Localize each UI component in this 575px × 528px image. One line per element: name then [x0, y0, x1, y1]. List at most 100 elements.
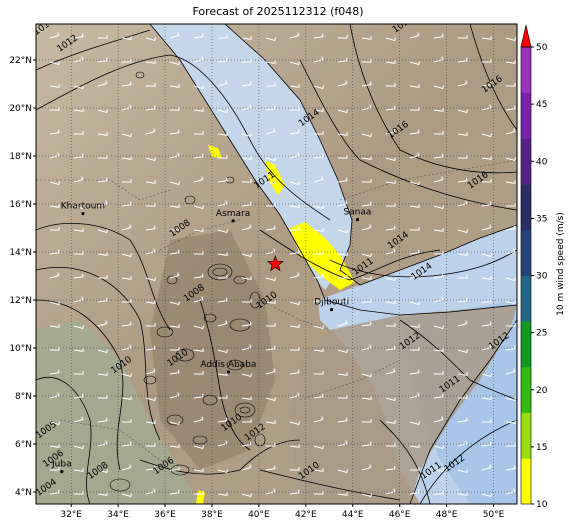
wind-barb: [481, 104, 492, 111]
wind-barb: [121, 224, 132, 231]
wind-barb: [73, 348, 84, 352]
wind-barb: [241, 224, 252, 231]
wind-barb: [73, 393, 84, 399]
wind-barb: [265, 345, 276, 351]
wind-barb: [481, 344, 492, 351]
wind-barb: [73, 205, 85, 210]
wind-barb: [337, 229, 349, 234]
wind-barb: [49, 421, 61, 426]
wind-barb: [385, 105, 396, 111]
colorbar: 10 15 20 25 30 35 40 45 50: [520, 24, 548, 510]
wind-barb: [361, 224, 372, 231]
wind-barb: [289, 204, 300, 208]
wind-barb: [505, 368, 516, 375]
wind-barb: [193, 393, 204, 399]
wind-barb: [193, 445, 205, 450]
wind-barb: [121, 81, 132, 87]
wind-barb: [217, 440, 228, 447]
wind-barb: [73, 273, 84, 279]
wind-barb: [505, 225, 516, 231]
wind-barb: [481, 493, 493, 498]
wind-barb: [265, 180, 276, 184]
wind-barb: [217, 229, 229, 234]
coastlines: [149, 24, 517, 504]
wind-barb: [49, 369, 60, 375]
lat-tick-label: 20°N: [9, 104, 32, 114]
wind-barb: [49, 129, 60, 135]
wind-barb: [73, 33, 84, 39]
wind-barb: [313, 296, 324, 303]
wind-barb: [362, 299, 372, 303]
wind-barb: [337, 132, 348, 136]
wind-barb: [482, 299, 492, 303]
wind-barb: [482, 419, 492, 423]
wind-barb: [289, 61, 301, 66]
wind-barb: [505, 397, 517, 402]
wind-barb: [337, 297, 348, 303]
wind-barb: [361, 104, 372, 111]
star-marker: [266, 255, 284, 272]
wind-barb: [506, 203, 516, 207]
wind-barb: [121, 373, 133, 378]
wind-barb: [193, 468, 204, 472]
wind-barb: [217, 252, 228, 256]
city-dot: [330, 308, 334, 312]
wind-barb: [313, 416, 324, 423]
wind-barb: [74, 251, 84, 255]
wind-barb: [49, 204, 60, 208]
wind-barb: [314, 491, 324, 495]
lat-tick-label: 18°N: [9, 152, 32, 162]
wind-barb: [242, 299, 252, 303]
city-name: Juba: [51, 460, 72, 470]
wind-barb: [457, 109, 469, 114]
wind-barb: [505, 157, 517, 162]
wind-barb: [121, 321, 132, 327]
wind-barb: [194, 131, 204, 135]
wind-barb: [145, 105, 156, 111]
colorbar-segment: [521, 92, 531, 139]
wind-barb: [241, 321, 252, 327]
wind-barb: [265, 157, 277, 162]
wind-barb: [241, 104, 252, 111]
wind-barb: [265, 105, 276, 111]
wind-barb: [481, 133, 493, 138]
wind-barb: [121, 36, 132, 40]
wind-barb: [338, 275, 348, 279]
lat-tick-label: 22°N: [9, 56, 32, 66]
wind-barb: [241, 156, 252, 160]
wind-barb: [122, 419, 132, 423]
wind-barb: [481, 464, 492, 471]
wind-barb: [265, 277, 277, 282]
wind-barb: [97, 109, 109, 114]
wind-barb: [457, 372, 468, 376]
wind-barb: [457, 177, 468, 183]
city-dot: [60, 470, 64, 474]
wind-barb: [289, 152, 300, 159]
wind-barb: [458, 275, 468, 279]
wind-barb: [241, 253, 253, 258]
lon-tick-label: 34°E: [107, 510, 129, 520]
lon-tick-label: 32°E: [60, 510, 82, 520]
wind-barb: [385, 60, 396, 64]
wind-barb: [122, 59, 132, 63]
wind-barb: [193, 153, 204, 159]
wind-barb: [458, 155, 468, 159]
wind-barb: [121, 276, 132, 280]
wind-barb: [458, 35, 468, 39]
wind-barb: [481, 36, 492, 40]
wind-barb: [313, 325, 325, 330]
wind-barb: [433, 228, 444, 232]
wind-barb: [505, 248, 516, 255]
latitude-ticks: 22°N 20°N 18°N 16°N 14°N 12°N 10°N 8°N 6°N 4°N: [9, 56, 36, 498]
wind-barb: [146, 203, 156, 207]
wind-barb: [194, 491, 204, 495]
lon-tick-label: 44°E: [342, 510, 364, 520]
colorbar-segment: [521, 366, 531, 413]
wind-barb: [434, 131, 444, 135]
wind-barb: [433, 348, 444, 352]
wind-barb: [145, 488, 156, 495]
wind-barb: [457, 80, 468, 87]
wind-barb: [506, 83, 516, 87]
wind-barb: [146, 323, 156, 327]
wind-barb: [361, 344, 372, 351]
